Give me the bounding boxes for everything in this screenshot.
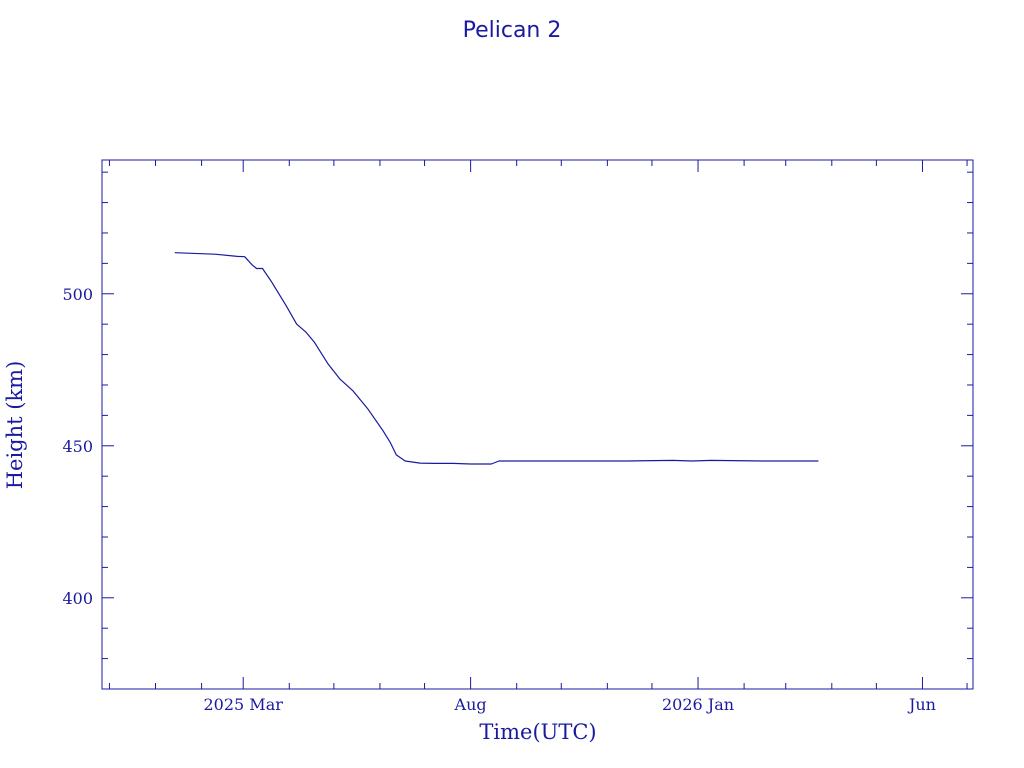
x-tick-label: Jun	[907, 695, 936, 714]
y-tick-label: 400	[62, 589, 93, 608]
series-line	[174, 252, 819, 465]
y-axis-label: Height (km)	[3, 361, 27, 490]
x-tick-labels: 2025 Mar Aug 2026 Jan Jun	[204, 695, 936, 714]
x-tick-label: 2025 Mar	[204, 695, 284, 714]
plot-frame	[101, 159, 974, 690]
x-tick-label: Aug	[454, 695, 487, 714]
x-axis-label: Time(UTC)	[479, 720, 596, 744]
y-tick-label: 500	[62, 285, 93, 304]
y-tick-labels: 400 450 500	[62, 285, 93, 608]
axis-ticks	[102, 160, 973, 690]
y-tick-label: 450	[62, 437, 93, 456]
x-tick-label: 2026 Jan	[662, 695, 734, 714]
chart-title: Pelican 2	[463, 18, 562, 43]
